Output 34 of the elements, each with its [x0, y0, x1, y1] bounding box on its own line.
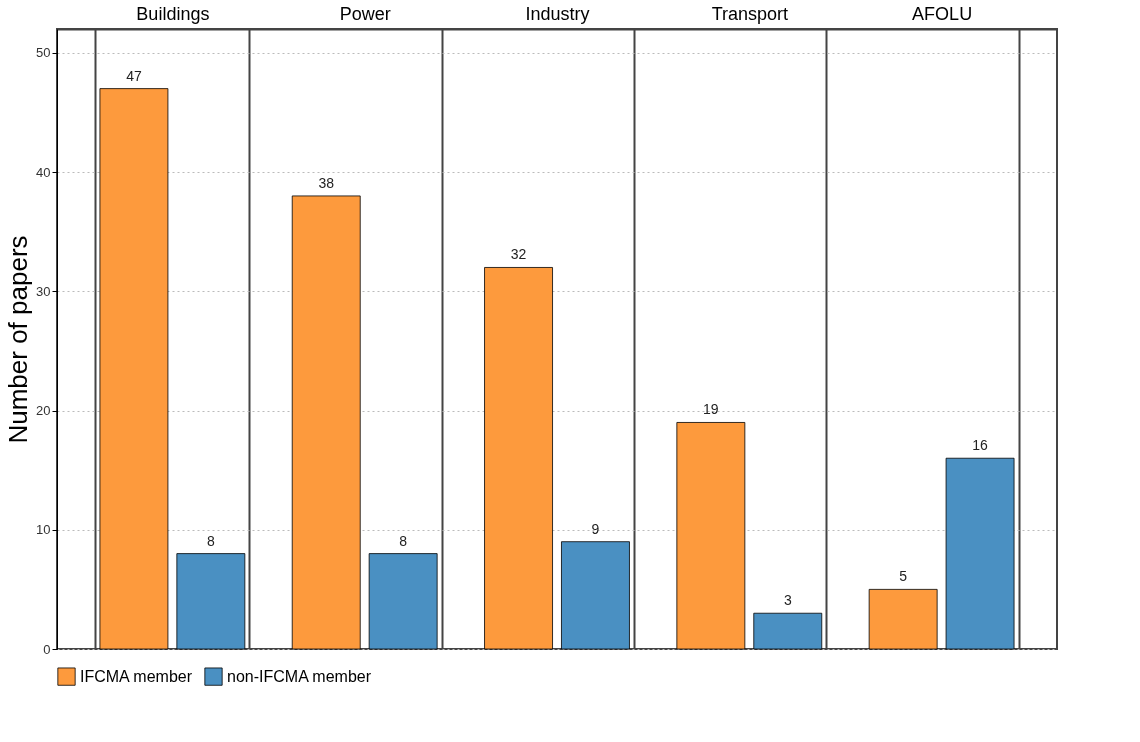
- x-tick-label: Buildings: [136, 3, 210, 24]
- x-tick-label: Power: [339, 3, 391, 24]
- x-tick-label: Industry: [525, 3, 590, 24]
- data-label: 19: [703, 401, 719, 418]
- bar: [868, 588, 938, 650]
- data-label: 3: [783, 592, 792, 609]
- y-tick-label: 0: [43, 641, 51, 657]
- data-label: 47: [126, 67, 142, 84]
- bar: [945, 457, 1015, 650]
- x-tick-label: AFOLU: [912, 3, 973, 24]
- y-tick-label: 50: [36, 45, 51, 61]
- data-label: 38: [318, 174, 335, 191]
- y-tick-label: 40: [36, 164, 51, 180]
- y-axis-title: Number of papers: [3, 235, 34, 444]
- data-label: 9: [591, 520, 600, 537]
- bar: [291, 195, 361, 650]
- bar: [368, 553, 438, 650]
- data-label: 16: [972, 437, 989, 454]
- data-label: 8: [206, 532, 215, 549]
- legend-label: IFCMA member: [80, 667, 193, 685]
- bar: [753, 612, 823, 650]
- bar: [484, 267, 553, 650]
- y-tick-label: 10: [36, 522, 51, 538]
- bar: [176, 553, 246, 650]
- bar: [676, 422, 746, 650]
- data-label: 8: [399, 532, 408, 549]
- y-tick-label: 30: [36, 283, 51, 299]
- bar: [561, 541, 630, 650]
- legend-label: non-IFCMA member: [227, 667, 372, 685]
- data-label: 32: [510, 246, 527, 263]
- bar: [99, 88, 169, 650]
- y-tick-label: 20: [36, 403, 51, 419]
- data-label: 5: [899, 568, 908, 585]
- x-tick-label: Transport: [711, 3, 788, 24]
